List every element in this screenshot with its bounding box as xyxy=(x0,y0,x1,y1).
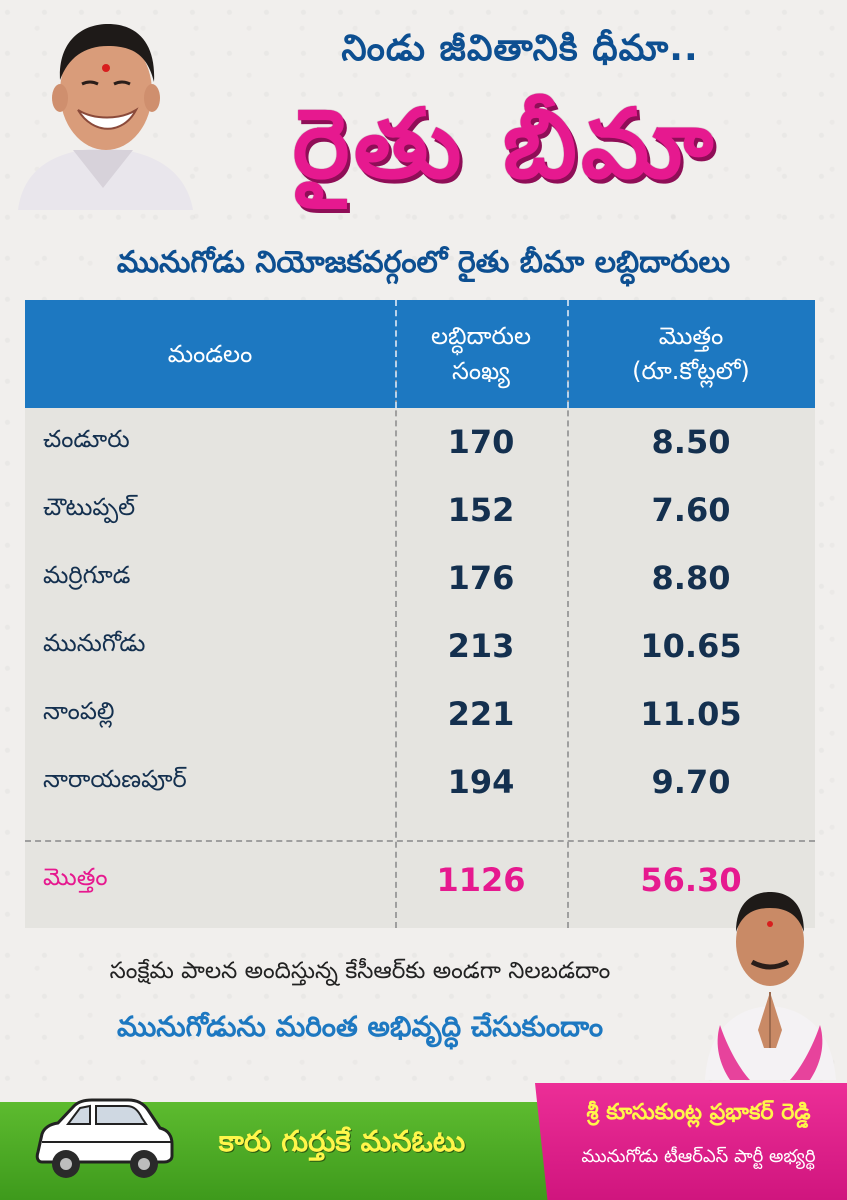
table-body: చండూరు 170 8.50 చౌటుప్పల్ 152 7.60 మర్రి… xyxy=(25,408,815,816)
column-divider xyxy=(395,300,397,928)
column-header-count: లబ్ధిదారుల సంఖ్య xyxy=(430,322,532,385)
total-row: మొత్తం 1126 56.30 xyxy=(25,844,815,916)
vote-slogan: కారు గుర్తుకే మనఓటు xyxy=(218,1124,466,1158)
total-label: మొత్తం xyxy=(43,863,108,891)
total-count: 1126 xyxy=(436,861,526,899)
mandal-name: చండూరు xyxy=(43,425,130,453)
table-row: చండూరు 170 8.50 xyxy=(25,408,815,476)
mandal-name: నారాయణపూర్ xyxy=(43,765,187,793)
mandal-name: మర్రిగూడ xyxy=(43,561,131,589)
column-divider xyxy=(567,300,569,928)
total-amount: 56.30 xyxy=(640,861,742,899)
header-divider xyxy=(395,300,397,408)
amount-crores: 8.80 xyxy=(651,559,731,597)
beneficiary-count: 152 xyxy=(447,491,515,529)
beneficiaries-table: మండలం లబ్ధిదారుల సంఖ్య మొత్తం (రూ.కోట్లల… xyxy=(25,300,815,928)
header-divider xyxy=(567,300,569,408)
beneficiary-count: 170 xyxy=(447,423,515,461)
amount-crores: 11.05 xyxy=(640,695,742,733)
table-row: నారాయణపూర్ 194 9.70 xyxy=(25,748,815,816)
column-header-amount: మొత్తం (రూ.కోట్లలో) xyxy=(632,322,750,385)
leader-portrait xyxy=(18,24,193,210)
beneficiary-count: 213 xyxy=(447,627,515,665)
beneficiary-count: 221 xyxy=(447,695,515,733)
mandal-name: మునుగోడు xyxy=(43,629,146,657)
amount-crores: 7.60 xyxy=(651,491,731,529)
slogan-welfare: సంక్షేమ పాలన అందిస్తున్న కేసీఆర్‌కు అండగ… xyxy=(109,958,611,984)
beneficiary-count: 194 xyxy=(447,763,515,801)
mandal-name: చౌటుప్పల్ xyxy=(43,493,136,521)
column-header-mandal: మండలం xyxy=(167,339,253,368)
table-heading: మునుగోడు నియోజకవర్గంలో రైతు బీమా లబ్ధిదా… xyxy=(116,245,731,280)
car-symbol-icon xyxy=(35,1098,174,1178)
table-row: చౌటుప్పల్ 152 7.60 xyxy=(25,476,815,544)
table-header-row: మండలం లబ్ధిదారుల సంఖ్య మొత్తం (రూ.కోట్లల… xyxy=(25,300,815,408)
beneficiary-count: 176 xyxy=(447,559,515,597)
table-row: నాంపల్లి 221 11.05 xyxy=(25,680,815,748)
amount-crores: 8.50 xyxy=(651,423,731,461)
candidate-portrait xyxy=(705,892,836,1080)
total-separator xyxy=(25,840,815,842)
mandal-name: నాంపల్లి xyxy=(43,697,115,725)
slogan-development: మునుగోడును మరింత అభివృద్ధి చేసుకుందాం xyxy=(116,1010,604,1043)
candidate-name: శ్రీ కూసుకుంట్ల ప్రభాకర్ రెడ్డి xyxy=(586,1100,811,1125)
footer-pink-band xyxy=(535,1083,847,1200)
amount-crores: 9.70 xyxy=(651,763,731,801)
table-row: మర్రిగూడ 176 8.80 xyxy=(25,544,815,612)
table-row: మునుగోడు 213 10.65 xyxy=(25,612,815,680)
subtitle: నిండు జీవితానికి ధీమా.. xyxy=(341,28,699,69)
page-title: రైతు బీమా xyxy=(292,88,718,200)
candidate-role: మునుగోడు టీఆర్ఎస్ పార్టీ అభ్యర్థి xyxy=(581,1146,816,1167)
amount-crores: 10.65 xyxy=(640,627,742,665)
